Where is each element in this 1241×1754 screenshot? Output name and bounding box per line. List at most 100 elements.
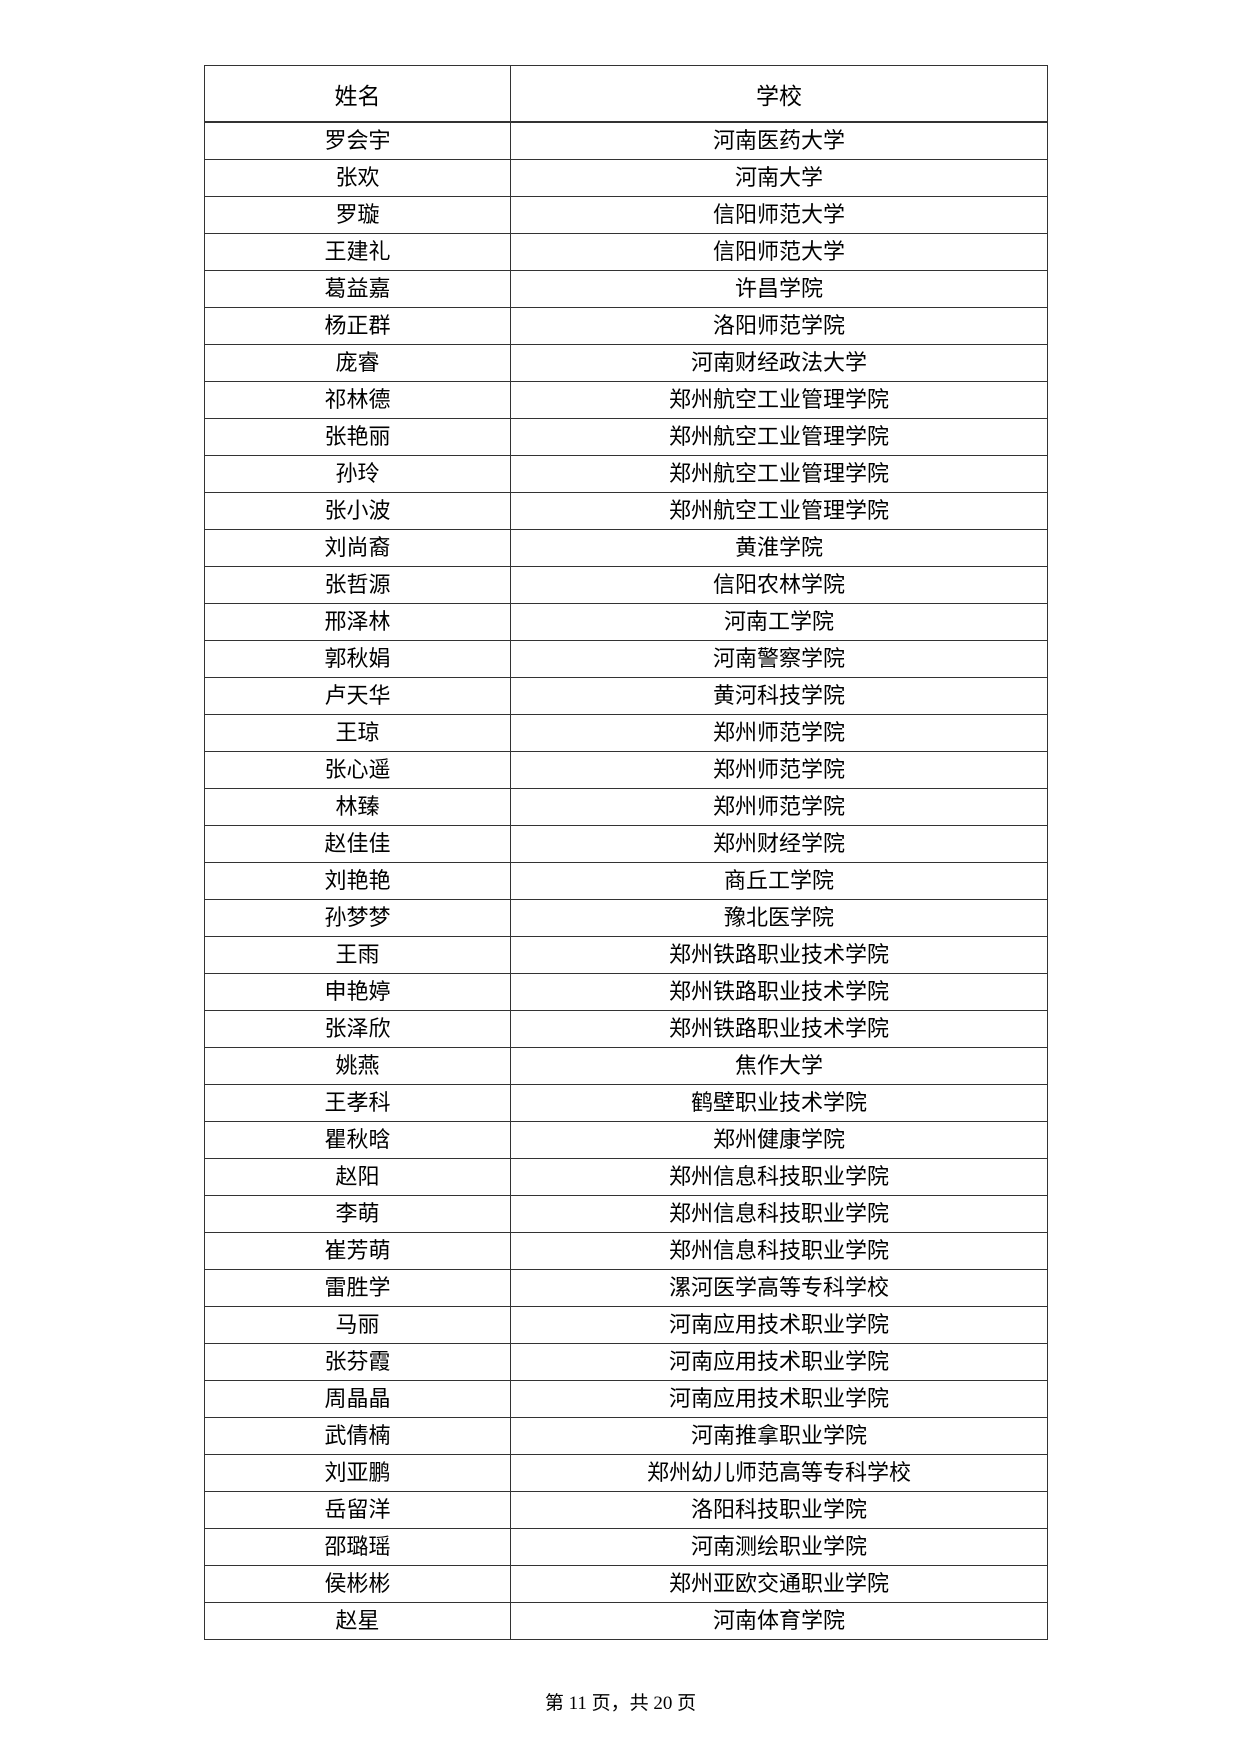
cell-name: 侯彬彬	[204, 1565, 511, 1603]
cell-school: 河南大学	[510, 159, 1048, 197]
table-row: 雷胜学 漯河医学高等专科学校	[204, 1269, 1048, 1307]
cell-name: 刘亚鹏	[204, 1454, 511, 1492]
cell-name: 孙梦梦	[204, 899, 511, 937]
cell-school: 信阳农林学院	[510, 566, 1048, 604]
cell-name: 赵佳佳	[204, 825, 511, 863]
page-number: 第 11 页，共 20 页	[544, 1693, 697, 1714]
cell-school: 郑州幼儿师范高等专科学校	[510, 1454, 1048, 1492]
table-row: 武倩楠 河南推拿职业学院	[204, 1417, 1048, 1455]
cell-name: 赵阳	[204, 1158, 511, 1196]
cell-name: 李萌	[204, 1195, 511, 1233]
cell-name: 申艳婷	[204, 973, 511, 1011]
cell-name: 张泽欣	[204, 1010, 511, 1048]
table-row: 赵星 河南体育学院	[204, 1602, 1048, 1640]
cell-name: 王孝科	[204, 1084, 511, 1122]
cell-name: 邢泽林	[204, 603, 511, 641]
cell-school: 黄淮学院	[510, 529, 1048, 567]
table-row: 邵璐瑶 河南测绘职业学院	[204, 1528, 1048, 1566]
cell-name: 林臻	[204, 788, 511, 826]
cell-name: 郭秋娟	[204, 640, 511, 678]
table-row: 张芬霞 河南应用技术职业学院	[204, 1343, 1048, 1381]
table-row: 李萌 郑州信息科技职业学院	[204, 1195, 1048, 1233]
table-row: 瞿秋晗 郑州健康学院	[204, 1121, 1048, 1159]
cell-school: 河南推拿职业学院	[510, 1417, 1048, 1455]
cell-school: 鹤壁职业技术学院	[510, 1084, 1048, 1122]
cell-name: 王雨	[204, 936, 511, 974]
cell-school: 郑州航空工业管理学院	[510, 492, 1048, 530]
cell-school: 河南体育学院	[510, 1602, 1048, 1640]
cell-school: 郑州航空工业管理学院	[510, 381, 1048, 419]
cell-school: 河南测绘职业学院	[510, 1528, 1048, 1566]
table-row: 申艳婷 郑州铁路职业技术学院	[204, 973, 1048, 1011]
cell-school: 郑州航空工业管理学院	[510, 418, 1048, 456]
cell-name: 杨正群	[204, 307, 511, 345]
table-row: 葛益嘉 许昌学院	[204, 270, 1048, 308]
table-row: 马丽 河南应用技术职业学院	[204, 1306, 1048, 1344]
cell-school: 漯河医学高等专科学校	[510, 1269, 1048, 1307]
table-row: 王琼 郑州师范学院	[204, 714, 1048, 752]
table-row: 王建礼 信阳师范大学	[204, 233, 1048, 271]
column-header-name: 姓名	[204, 65, 511, 123]
cell-school: 郑州财经学院	[510, 825, 1048, 863]
cell-name: 邵璐瑶	[204, 1528, 511, 1566]
cell-school: 郑州信息科技职业学院	[510, 1158, 1048, 1196]
cell-school: 郑州信息科技职业学院	[510, 1232, 1048, 1270]
cell-name: 马丽	[204, 1306, 511, 1344]
table-row: 赵阳 郑州信息科技职业学院	[204, 1158, 1048, 1196]
cell-school: 河南财经政法大学	[510, 344, 1048, 382]
table-row: 杨正群 洛阳师范学院	[204, 307, 1048, 345]
cell-school: 郑州航空工业管理学院	[510, 455, 1048, 493]
cell-name: 张欢	[204, 159, 511, 197]
cell-name: 武倩楠	[204, 1417, 511, 1455]
table-row: 岳留洋 洛阳科技职业学院	[204, 1491, 1048, 1529]
table-row: 林臻 郑州师范学院	[204, 788, 1048, 826]
cell-name: 崔芳萌	[204, 1232, 511, 1270]
table-row: 张哲源 信阳农林学院	[204, 566, 1048, 604]
cell-name: 葛益嘉	[204, 270, 511, 308]
cell-name: 庞睿	[204, 344, 511, 382]
cell-name: 刘艳艳	[204, 862, 511, 900]
table-row: 邢泽林 河南工学院	[204, 603, 1048, 641]
table-row: 侯彬彬 郑州亚欧交通职业学院	[204, 1565, 1048, 1603]
table-row: 罗璇 信阳师范大学	[204, 196, 1048, 234]
cell-name: 孙玲	[204, 455, 511, 493]
cell-school: 郑州信息科技职业学院	[510, 1195, 1048, 1233]
cell-school: 郑州铁路职业技术学院	[510, 1010, 1048, 1048]
table-row: 庞睿 河南财经政法大学	[204, 344, 1048, 382]
table-row: 张泽欣 郑州铁路职业技术学院	[204, 1010, 1048, 1048]
cell-school: 河南医药大学	[510, 121, 1048, 160]
cell-school: 焦作大学	[510, 1047, 1048, 1085]
table-row: 祁林德 郑州航空工业管理学院	[204, 381, 1048, 419]
cell-school: 豫北医学院	[510, 899, 1048, 937]
cell-name: 罗璇	[204, 196, 511, 234]
cell-name: 岳留洋	[204, 1491, 511, 1529]
table-row: 王雨 郑州铁路职业技术学院	[204, 936, 1048, 974]
cell-school: 洛阳科技职业学院	[510, 1491, 1048, 1529]
cell-name: 王建礼	[204, 233, 511, 271]
table-row: 刘艳艳 商丘工学院	[204, 862, 1048, 900]
cell-school: 郑州师范学院	[510, 751, 1048, 789]
cell-school: 郑州健康学院	[510, 1121, 1048, 1159]
cell-school: 河南工学院	[510, 603, 1048, 641]
cell-name: 张芬霞	[204, 1343, 511, 1381]
table-row: 郭秋娟 河南警察学院	[204, 640, 1048, 678]
cell-school: 郑州师范学院	[510, 788, 1048, 826]
table-row: 罗会宇 河南医药大学	[204, 121, 1048, 160]
cell-name: 王琼	[204, 714, 511, 752]
table-row: 张欢 河南大学	[204, 159, 1048, 197]
cell-name: 张小波	[204, 492, 511, 530]
table-row: 姚燕 焦作大学	[204, 1047, 1048, 1085]
cell-name: 卢天华	[204, 677, 511, 715]
table-body: 罗会宇 河南医药大学 张欢 河南大学 罗璇 信阳师范大学 王建礼 信阳师范大学 葛益嘉 许昌学院杨…	[204, 121, 1048, 1640]
table-row: 孙玲 郑州航空工业管理学院	[204, 455, 1048, 493]
cell-school: 黄河科技学院	[510, 677, 1048, 715]
cell-name: 赵星	[204, 1602, 511, 1640]
cell-school: 信阳师范大学	[510, 233, 1048, 271]
cell-name: 周晶晶	[204, 1380, 511, 1418]
column-header-school: 学校	[510, 65, 1048, 123]
cell-school: 郑州师范学院	[510, 714, 1048, 752]
table-header-row: 姓名 学校	[204, 65, 1048, 123]
table-row: 卢天华 黄河科技学院	[204, 677, 1048, 715]
cell-school: 河南应用技术职业学院	[510, 1306, 1048, 1344]
cell-school: 郑州铁路职业技术学院	[510, 936, 1048, 974]
